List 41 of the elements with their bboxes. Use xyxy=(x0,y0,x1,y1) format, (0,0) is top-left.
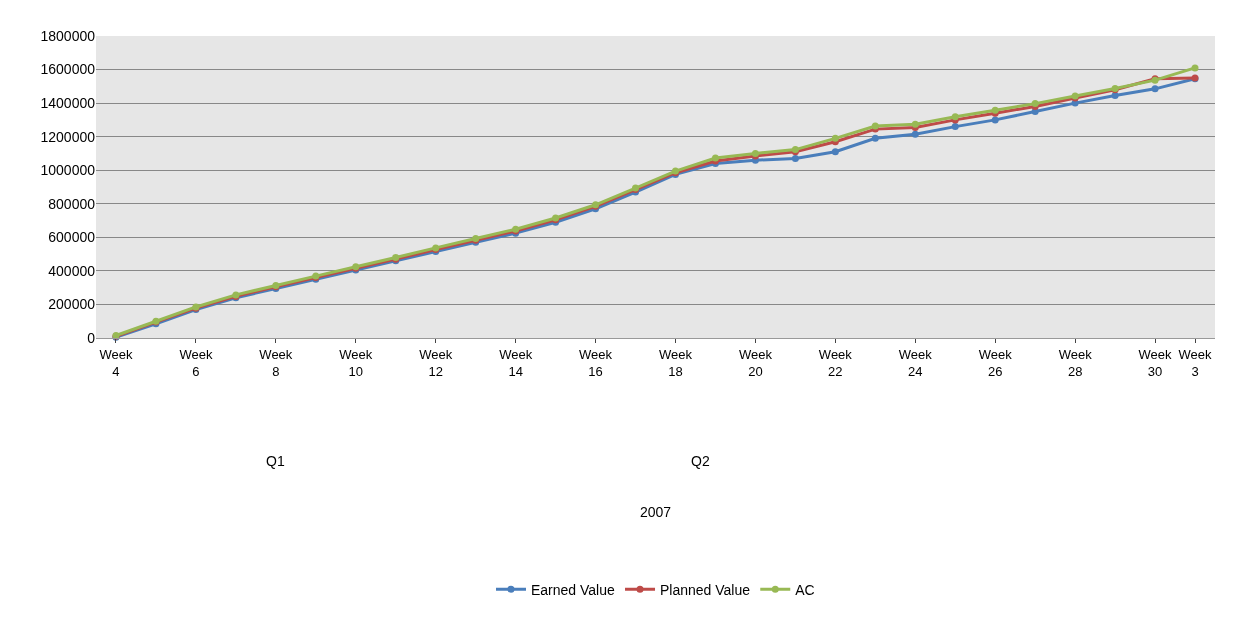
x-tick-label: Week 26 xyxy=(978,346,1013,379)
y-tick-label: 600000 xyxy=(48,229,96,246)
legend-label: Planned Value xyxy=(660,581,751,598)
text: Q2 xyxy=(691,453,710,469)
y-tick-label: 200000 xyxy=(48,296,96,313)
x-tick-label: Week 22 xyxy=(818,346,853,379)
x-tick-label: Week 6 xyxy=(179,346,213,379)
text: Q1 xyxy=(266,453,285,469)
x-tick-label: Week 20 xyxy=(738,346,773,379)
legend-label: Earned Value xyxy=(531,581,616,598)
point xyxy=(1151,85,1159,93)
y-tick-label: 1200000 xyxy=(40,128,96,145)
y-tick-label: 0 xyxy=(87,329,96,346)
y-tick-label: 1800000 xyxy=(40,27,96,44)
x-tick-label: Week 10 xyxy=(339,346,373,379)
x-tick-label: Week 12 xyxy=(419,346,453,379)
point xyxy=(831,148,839,156)
x-tick-label: Week 28 xyxy=(1058,346,1093,379)
point xyxy=(871,134,879,142)
point xyxy=(911,130,919,138)
point xyxy=(791,154,799,162)
y-tick-label: 1600000 xyxy=(40,61,96,78)
point xyxy=(1191,64,1199,72)
point xyxy=(1111,92,1119,100)
point xyxy=(831,134,839,142)
x-tick-label: Week 3 xyxy=(1178,346,1213,379)
y-tick-label: 1400000 xyxy=(40,95,96,112)
x-tick-label: Week 8 xyxy=(259,346,293,379)
x-tick-label: Week 14 xyxy=(499,346,533,379)
point xyxy=(991,116,999,124)
x-tick-label: Week 16 xyxy=(579,346,613,379)
text: 2007 xyxy=(640,504,672,520)
x-tick-label: Week 18 xyxy=(658,346,693,379)
x-tick-label: Week 30 xyxy=(1138,346,1173,379)
x-tick-label: Week 4 xyxy=(99,346,133,379)
y-tick-label: 1000000 xyxy=(40,162,96,179)
point xyxy=(951,123,959,131)
y-tick-label: 400000 xyxy=(48,262,96,279)
legend-label: AC xyxy=(795,581,815,598)
y-tick-label: 800000 xyxy=(48,195,96,212)
x-tick-label: Week 24 xyxy=(898,346,933,379)
